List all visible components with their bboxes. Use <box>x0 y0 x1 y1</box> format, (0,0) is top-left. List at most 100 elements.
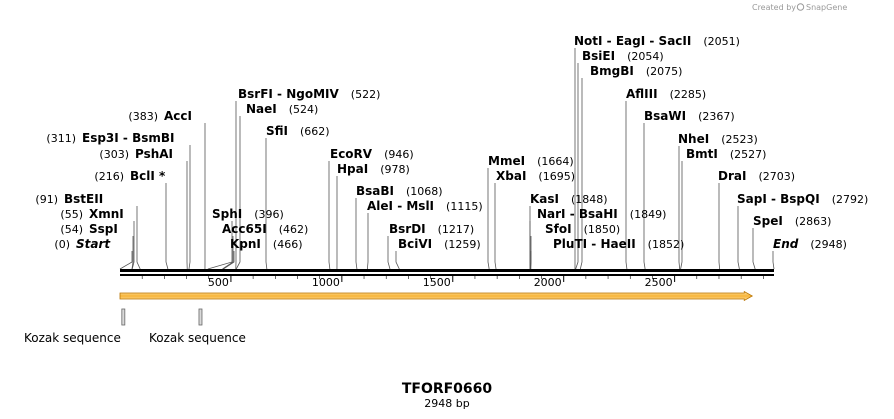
enzyme-ecorv-14[interactable]: EcoRV (946) <box>330 147 414 161</box>
enzyme-name-bcivi: BciVI <box>398 237 432 251</box>
enzyme-name-bsabi: BsaBI <box>356 184 394 198</box>
enzyme-end-36[interactable]: End (2948) <box>773 237 847 251</box>
enzyme-acci-07[interactable]: AccI (383) <box>128 109 192 123</box>
enzyme-name-drai: DraI <box>718 169 746 183</box>
enzyme-name-acci: AccI <box>164 109 192 123</box>
enzyme-name-bsawi: BsaWI <box>644 109 686 123</box>
enzyme-position-spei: (2863) <box>795 215 832 228</box>
enzyme-position-bmti: (2527) <box>730 148 767 161</box>
enzyme-position-sspi: (54) <box>60 223 83 236</box>
enzyme-name-part: BmgBI <box>590 64 634 78</box>
leader-naei-12 <box>235 116 241 270</box>
enzyme-drai-33[interactable]: DraI (2703) <box>718 169 795 183</box>
isoschizomer-separator: - <box>119 131 132 145</box>
backbone-top-strand <box>120 269 774 272</box>
enzyme-position-esp3i: (311) <box>46 132 76 145</box>
leader-bsteii-03 <box>136 206 141 270</box>
enzyme-name-part: KpnI <box>230 237 261 251</box>
feature-label: Kozak sequence <box>24 331 121 345</box>
enzyme-name-naei: NaeI <box>246 102 277 116</box>
enzyme-name-sphi: SphI <box>212 207 242 221</box>
enzyme-name-part: NheI <box>678 132 709 146</box>
enzyme-name-bmti: BmtI <box>686 147 718 161</box>
leader-start-00 <box>119 251 133 270</box>
leader-spei-35 <box>752 228 756 270</box>
feature-kozak-1[interactable]: Kozak sequence <box>149 308 246 345</box>
enzyme-name-nhei: NheI <box>678 132 709 146</box>
enzyme-name-part: XbaI <box>496 169 526 183</box>
enzyme-noti-26[interactable]: NotI - EagI - SacII (2051) <box>574 34 740 48</box>
enzyme-nhei-31[interactable]: NheI (2523) <box>678 132 758 146</box>
enzyme-naei-12[interactable]: NaeI (524) <box>246 102 318 116</box>
enzyme-name-alei: AleI - MslI <box>367 199 434 213</box>
enzyme-kasi-22[interactable]: KasI (1848) <box>530 192 608 206</box>
enzyme-name-part: BclI * <box>130 169 166 183</box>
enzyme-name-part: BspQI <box>780 192 820 206</box>
enzyme-bcli-04[interactable]: BclI * (216) <box>94 169 166 183</box>
enzyme-xmni-02[interactable]: XmnI (55) <box>60 207 123 221</box>
enzyme-name-bmgbi: BmgBI <box>590 64 634 78</box>
leader-bsabi-16 <box>355 198 358 270</box>
enzyme-name-part: PshAI <box>135 147 173 161</box>
tick-label-1500: 1500 <box>423 276 451 289</box>
leader-bcivi-19 <box>395 251 400 270</box>
enzyme-bsrfi-11[interactable]: BsrFI - NgoMIV (522) <box>238 87 380 101</box>
enzyme-bsabi-16[interactable]: BsaBI (1068) <box>356 184 443 198</box>
enzyme-pshai-05[interactable]: PshAI (303) <box>99 147 173 161</box>
enzyme-xbai-21[interactable]: XbaI (1695) <box>496 169 575 183</box>
enzyme-name-kasi: KasI <box>530 192 559 206</box>
enzyme-position-ecorv: (946) <box>384 148 414 161</box>
enzyme-bsiei-27[interactable]: BsiEI (2054) <box>582 49 664 63</box>
leader-acc65i-09 <box>222 236 234 270</box>
enzyme-sphi-08[interactable]: SphI (396) <box>212 207 284 221</box>
enzyme-position-kpni: (466) <box>273 238 303 251</box>
enzyme-hpai-15[interactable]: HpaI (978) <box>337 162 410 176</box>
enzyme-sfii-13[interactable]: SfiI (662) <box>266 124 330 138</box>
enzyme-name-part: BsmBI <box>132 131 174 145</box>
enzyme-bcivi-19[interactable]: BciVI (1259) <box>398 237 481 251</box>
enzyme-kpni-10[interactable]: KpnI (466) <box>230 237 303 251</box>
leader-sapi-34 <box>737 206 740 270</box>
enzyme-name-start: Start <box>76 237 111 251</box>
feature-kozak-0[interactable]: Kozak sequence <box>24 308 126 345</box>
enzyme-bmgbi-28[interactable]: BmgBI (2075) <box>590 64 682 78</box>
enzyme-name-part: Start <box>76 237 111 251</box>
enzyme-bmti-32[interactable]: BmtI (2527) <box>686 147 766 161</box>
enzyme-bsrdi-18[interactable]: BsrDI (1217) <box>389 222 474 236</box>
leader-sfii-13 <box>265 138 268 270</box>
enzyme-sfoi-24[interactable]: SfoI (1850) <box>545 222 620 236</box>
enzyme-name-sfii: SfiI <box>266 124 288 138</box>
enzyme-name-part: NotI <box>574 34 603 48</box>
enzyme-sspi-01[interactable]: SspI (54) <box>60 222 117 236</box>
enzyme-acc65i-09[interactable]: Acc65I (462) <box>222 222 308 236</box>
enzyme-name-sspi: SspI <box>89 222 118 236</box>
enzyme-nari-23[interactable]: NarI - BsaHI (1849) <box>537 207 666 221</box>
isoschizomer-separator: - <box>767 192 780 206</box>
enzyme-name-part: BmtI <box>686 147 718 161</box>
enzyme-afliii-29[interactable]: AflIII (2285) <box>626 87 706 101</box>
enzyme-bsteii-03[interactable]: BstEII (91) <box>35 192 103 206</box>
feature-track: Kozak sequence Kozak sequence <box>24 308 246 345</box>
enzyme-start-00[interactable]: Start (0) <box>54 237 111 251</box>
enzyme-position-bsrfi: (522) <box>351 88 381 101</box>
enzyme-labels: Start (0) SspI (54) XmnI (55) BstEII (91) BclI *… <box>35 34 868 251</box>
leader-end-36 <box>772 251 775 270</box>
enzyme-position-bsabi: (1068) <box>406 185 443 198</box>
enzyme-name-part: SapI <box>737 192 767 206</box>
enzyme-spei-35[interactable]: SpeI (2863) <box>753 214 831 228</box>
enzyme-pluti-25[interactable]: PluTI - HaeII (1852) <box>553 237 684 251</box>
leader-bcli-04 <box>165 183 169 270</box>
enzyme-sapi-34[interactable]: SapI - BspQI (2792) <box>737 192 868 206</box>
enzyme-position-sfoi: (1850) <box>584 223 621 236</box>
enzyme-bsawi-30[interactable]: BsaWI (2367) <box>644 109 735 123</box>
enzyme-esp3i-06[interactable]: Esp3I - BsmBI (311) <box>46 131 174 145</box>
enzyme-mmei-20[interactable]: MmeI (1664) <box>488 154 574 168</box>
enzyme-name-part: BsrDI <box>389 222 426 236</box>
enzyme-name-hpai: HpaI <box>337 162 368 176</box>
enzyme-name-part: NgoMIV <box>286 87 339 101</box>
enzyme-alei-17[interactable]: AleI - MslI (1115) <box>367 199 483 213</box>
enzyme-position-bsteii: (91) <box>35 193 58 206</box>
enzyme-position-hpai: (978) <box>380 163 410 176</box>
sequence-title: TFORF0660 <box>402 381 493 397</box>
